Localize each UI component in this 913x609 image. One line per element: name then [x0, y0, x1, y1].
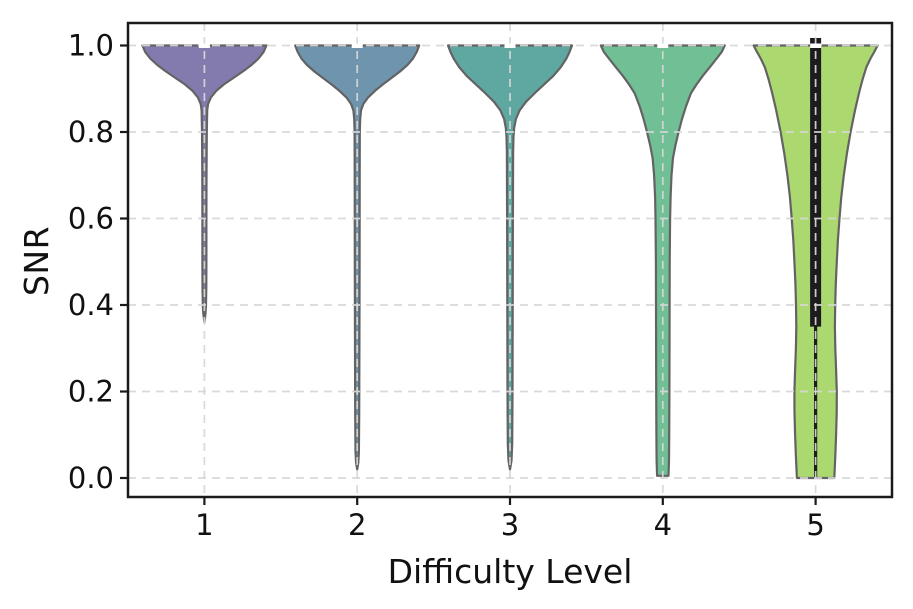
y-axis-label: SNR: [16, 225, 56, 297]
y-tick-label-0.4: 0.4: [68, 288, 114, 322]
median-marker-3: [504, 43, 516, 48]
violin-body-3: [446, 44, 574, 471]
x-tick-label-4: 4: [654, 508, 672, 542]
y-tick-label-0.8: 0.8: [68, 115, 114, 149]
median-marker-5: [810, 43, 822, 48]
median-marker-4: [657, 43, 669, 48]
x-tick-label-3: 3: [501, 508, 519, 542]
y-tick-label-0.2: 0.2: [68, 375, 114, 409]
violin-body-2: [294, 44, 421, 471]
x-tick-label-5: 5: [806, 508, 824, 542]
y-tick-label-0.0: 0.0: [68, 461, 114, 495]
y-tick-label-0.6: 0.6: [68, 202, 114, 236]
x-tick-label-2: 2: [348, 508, 366, 542]
median-marker-2: [351, 43, 363, 48]
x-axis-label: Difficulty Level: [387, 552, 633, 591]
median-marker-1: [198, 43, 210, 48]
y-tick-label-1.0: 1.0: [68, 29, 114, 63]
x-tick-label-1: 1: [195, 508, 213, 542]
violin-body-4: [599, 44, 726, 477]
